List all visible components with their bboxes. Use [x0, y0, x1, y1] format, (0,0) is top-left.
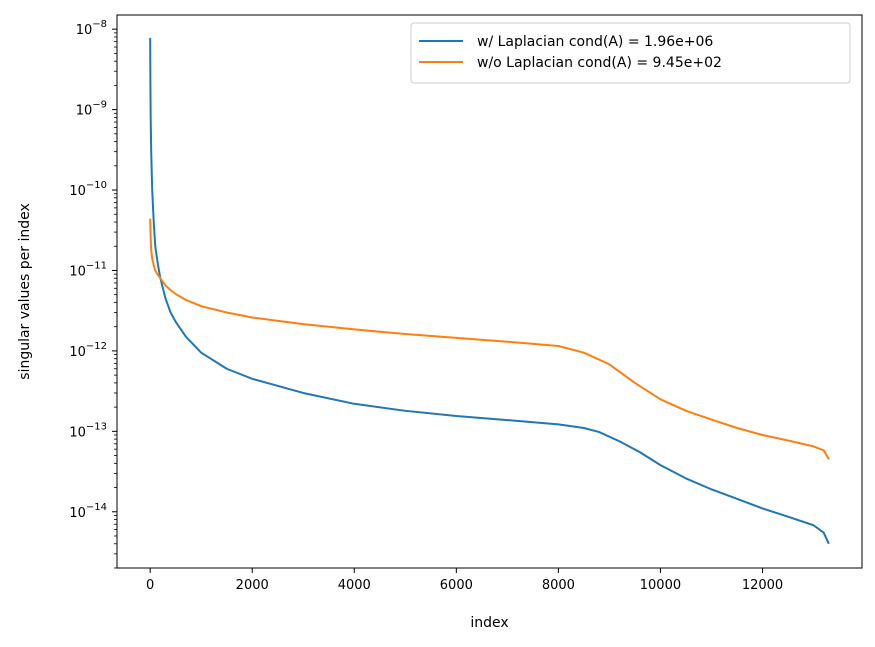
series-line-0	[149, 37, 830, 545]
x-axis: 0 2000 4000 6000 8000 10000 12000	[146, 568, 783, 593]
x-tick-label-4: 8000	[542, 578, 575, 593]
plot-area	[149, 37, 830, 545]
x-tick-label-1: 2000	[236, 578, 269, 593]
y-tick-label-2: 10−12	[69, 341, 107, 360]
legend-box	[410, 22, 851, 84]
x-tick-label-5: 10000	[640, 578, 681, 593]
legend-label-1: w/o Laplacian cond(A) = 9.45e+02	[477, 55, 722, 71]
legend-label-0: w/ Laplacian cond(A) = 1.96e+06	[477, 34, 713, 50]
x-axis-label: index	[470, 615, 508, 631]
x-tick-label-3: 6000	[440, 578, 473, 593]
series-line-1	[149, 218, 830, 460]
y-tick-label-3: 10−11	[69, 260, 107, 279]
y-axis: 10−14 10−13 10−12 10−11 10−10 10−9 10−8	[69, 19, 117, 521]
y-tick-label-4: 10−10	[69, 180, 107, 199]
plot-frame	[116, 14, 863, 569]
x-tick-label-0: 0	[146, 578, 154, 593]
y-axis-label: singular values per index	[17, 203, 33, 379]
y-tick-label-1: 10−13	[69, 421, 107, 440]
y-tick-label-0: 10−14	[69, 502, 107, 521]
x-tick-label-2: 4000	[338, 578, 371, 593]
x-tick-label-6: 12000	[742, 578, 783, 593]
y-tick-label-6: 10−8	[76, 19, 107, 38]
y-tick-label-5: 10−9	[76, 100, 107, 119]
legend: w/ Laplacian cond(A) = 1.96e+06 w/o Lapla…	[410, 22, 851, 84]
